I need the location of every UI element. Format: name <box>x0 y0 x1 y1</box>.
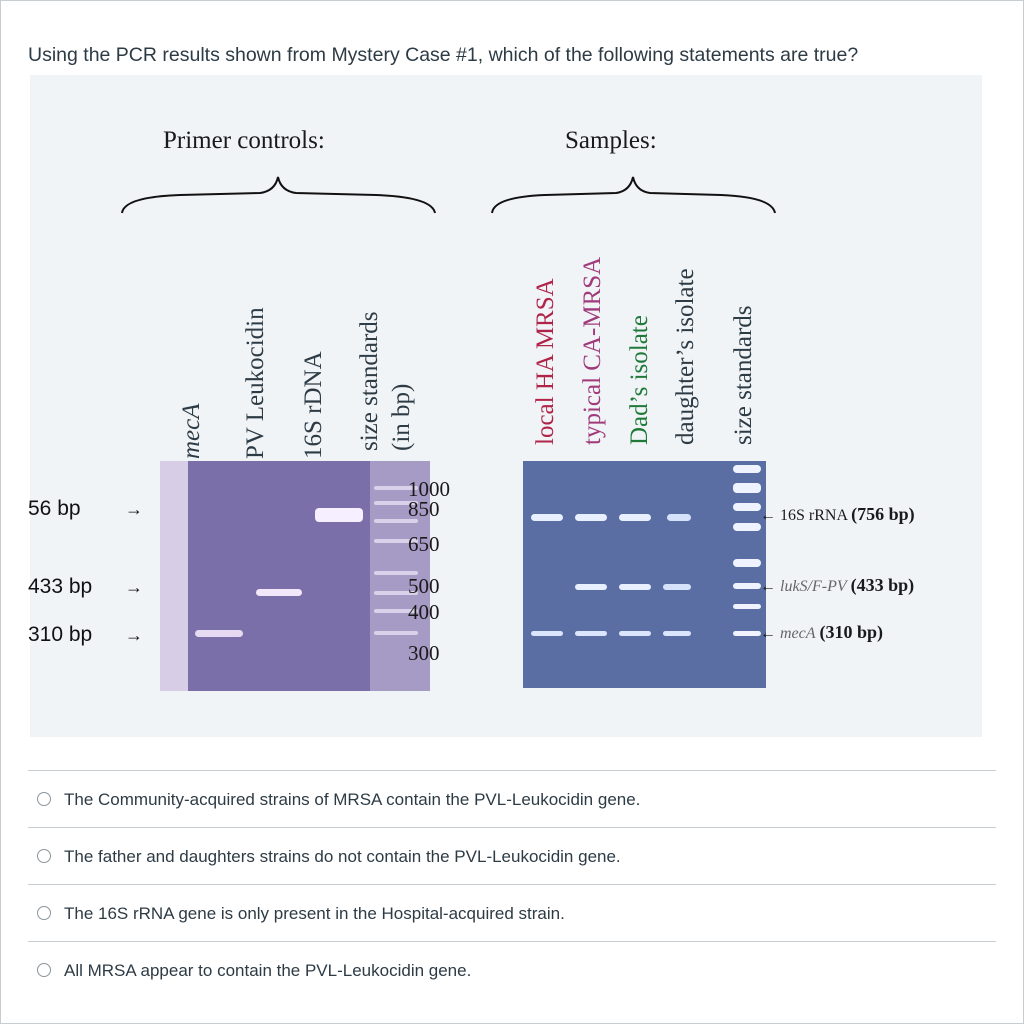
arrow-right-icon: → <box>125 625 143 645</box>
gel-band <box>575 584 607 590</box>
gel-band <box>619 514 651 521</box>
gel-band <box>663 584 691 590</box>
arrow-left-icon: ← <box>760 507 776 524</box>
ladder-label: 650 <box>408 532 440 556</box>
samples-brace <box>491 176 776 214</box>
lane-label-size-standards: size standards <box>356 311 383 451</box>
lane-label-local-ha-mrsa: local HA MRSA <box>532 278 559 445</box>
radio-button[interactable] <box>37 906 51 920</box>
gel-band <box>195 630 243 637</box>
answer-option[interactable]: The Community-acquired strains of MRSA c… <box>28 770 996 827</box>
arrow-right-icon: → <box>125 577 143 597</box>
radio-button[interactable] <box>37 849 51 863</box>
answer-list: The Community-acquired strains of MRSA c… <box>28 770 996 998</box>
lane-label-pv-leukocidin: PV Leukocidin <box>242 307 269 459</box>
gel-band <box>531 514 563 521</box>
answer-option[interactable]: The father and daughters strains do not … <box>28 827 996 884</box>
samples-heading: Samples: <box>565 127 657 154</box>
pcr-gel-figure: Primer controls: Samples: mecA PV Leukoc… <box>28 75 982 737</box>
arrow-left-icon: ← <box>760 578 776 595</box>
gel-band <box>619 584 651 590</box>
arrow-right-icon: → <box>125 499 143 519</box>
samples-gel <box>523 461 766 688</box>
answer-option[interactable]: The 16S rRNA gene is only present in the… <box>28 884 996 941</box>
bp-label-433: 433 bp <box>28 575 93 598</box>
ladder-label: 850 <box>408 497 440 521</box>
lane-label-16s-rdna: 16S rDNA <box>300 351 327 459</box>
gel-band <box>663 631 691 636</box>
lane-label-size-standards-2: size standards <box>730 305 757 445</box>
ladder-label: 300 <box>408 641 440 665</box>
radio-button[interactable] <box>37 792 51 806</box>
lane-label-dads-isolate: Dad’s isolate <box>626 315 653 445</box>
lane-label-typical-ca-mrsa: typical CA-MRSA <box>579 256 606 445</box>
primer-controls-gel <box>160 461 430 691</box>
arrow-left-icon: ← <box>760 625 776 642</box>
lane-label-meca: mecA <box>178 403 205 459</box>
gel-band <box>575 631 607 636</box>
primer-controls-heading: Primer controls: <box>163 127 325 154</box>
gel-band <box>315 508 363 522</box>
bp-label-756: 56 bp <box>28 497 81 520</box>
question-text: Using the PCR results shown from Mystery… <box>28 44 859 66</box>
band-label-luks: ← lukS/F-PV (433 bp) <box>760 575 915 595</box>
gel-band <box>667 514 691 521</box>
band-label-meca: ← mecA (310 bp) <box>760 622 884 642</box>
gel-band <box>531 631 563 636</box>
gel-band <box>575 514 607 521</box>
lane-label-daughters-isolate: daughter’s isolate <box>672 268 699 445</box>
ladder-label: 400 <box>408 600 440 624</box>
ladder-label: 500 <box>408 574 440 598</box>
ladder-label: 1000 <box>408 477 450 501</box>
radio-button[interactable] <box>37 963 51 977</box>
answer-option[interactable]: All MRSA appear to contain the PVL-Leuko… <box>28 941 996 998</box>
band-label-16s-rrna: ← 16S rRNA (756 bp) <box>760 504 915 524</box>
gel-band <box>256 589 302 596</box>
primer-controls-brace <box>121 176 436 214</box>
size-standards-ladder <box>370 461 430 691</box>
bp-label-310: 310 bp <box>28 623 93 646</box>
lane-label-size-standards-unit: (in bp) <box>388 383 415 451</box>
gel-band <box>619 631 651 636</box>
